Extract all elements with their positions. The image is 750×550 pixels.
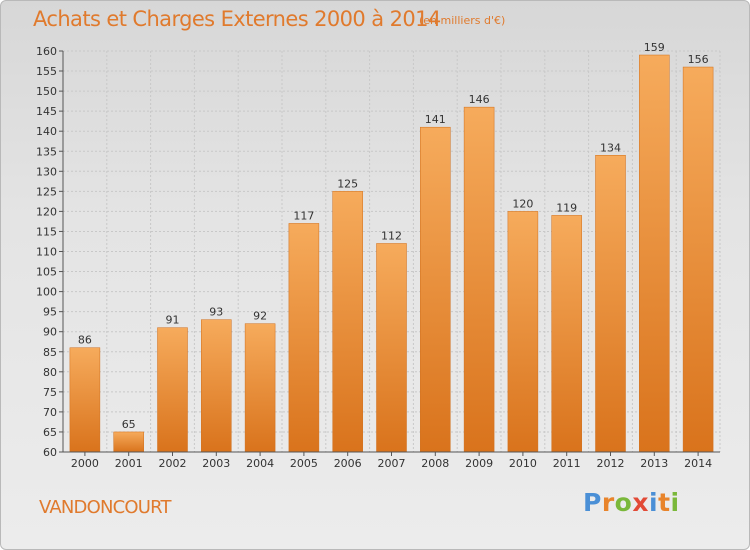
- x-tick-label: 2009: [465, 457, 493, 470]
- bar-2008: [420, 126, 451, 453]
- value-label: 141: [425, 113, 446, 126]
- chart-subtitle: (en milliers d'€): [419, 14, 506, 27]
- brand-letter: o: [614, 488, 633, 517]
- proxiti-logo: Proxiti: [583, 488, 680, 517]
- value-label: 156: [688, 53, 709, 66]
- value-label: 119: [556, 201, 577, 214]
- y-tick-label: 150: [36, 85, 57, 98]
- x-tick-label: 2008: [421, 457, 449, 470]
- bar-2012: [595, 155, 626, 453]
- value-label: 117: [293, 209, 314, 222]
- y-tick-label: 155: [36, 65, 57, 78]
- y-tick-label: 75: [43, 386, 57, 399]
- brand-letter: i: [670, 488, 680, 517]
- value-label: 91: [166, 314, 180, 327]
- brand-letter: r: [601, 488, 615, 517]
- value-label: 92: [253, 310, 267, 323]
- value-label: 112: [381, 229, 402, 242]
- value-label: 125: [337, 177, 358, 190]
- y-tick-label: 120: [36, 205, 57, 218]
- value-label: 146: [469, 93, 490, 106]
- y-tick-label: 80: [43, 366, 57, 379]
- brand-letter: i: [649, 488, 659, 517]
- bar-2013: [639, 54, 670, 453]
- bar-2010: [507, 211, 539, 453]
- y-tick-label: 85: [43, 346, 57, 359]
- brand-letter: x: [632, 488, 649, 517]
- bar-2009: [463, 106, 495, 453]
- y-tick-label: 140: [36, 125, 57, 138]
- x-tick-label: 2003: [202, 457, 230, 470]
- bar-2011: [551, 215, 582, 453]
- x-tick-label: 2013: [640, 457, 668, 470]
- value-label: 93: [209, 306, 223, 319]
- x-tick-label: 2012: [597, 457, 625, 470]
- y-tick-label: 65: [43, 426, 57, 439]
- y-tick-label: 160: [36, 45, 57, 58]
- x-tick-label: 2006: [334, 457, 362, 470]
- y-tick-label: 100: [36, 286, 57, 299]
- bar-2006: [332, 191, 363, 453]
- y-tick-label: 135: [36, 145, 57, 158]
- chart-title: Achats et Charges Externes 2000 à 2014: [33, 7, 441, 31]
- bars: 86 65 91 93 92 117 125 112 141 146 120 119 134 159 156: [69, 41, 714, 453]
- bar-2002: [157, 327, 188, 453]
- bar-2007: [376, 243, 407, 453]
- y-tick-label: 110: [36, 246, 57, 259]
- bar-2004: [244, 323, 276, 453]
- y-tick-label: 90: [43, 326, 57, 339]
- bar-2001: [113, 431, 144, 453]
- value-label: 86: [78, 334, 92, 347]
- y-tick-label: 125: [36, 185, 57, 198]
- value-label: 134: [600, 141, 621, 154]
- x-tick-label: 2007: [378, 457, 406, 470]
- bar-2000: [69, 347, 101, 453]
- value-label: 159: [644, 41, 665, 54]
- x-tick-label: 2004: [246, 457, 274, 470]
- bar-2014: [682, 66, 714, 453]
- x-tick-label: 2000: [71, 457, 99, 470]
- axes: 60 65 70 75 80 85 90 95 100 105 110 115 120 125 130 135…: [36, 45, 720, 470]
- brand-letter: P: [583, 488, 602, 517]
- y-tick-label: 130: [36, 165, 57, 178]
- place-name: VANDONCOURT: [39, 497, 172, 518]
- brand-letter: t: [658, 488, 671, 517]
- x-tick-label: 2014: [684, 457, 712, 470]
- y-tick-label: 145: [36, 105, 57, 118]
- x-tick-label: 2010: [509, 457, 537, 470]
- x-tick-label: 2011: [553, 457, 581, 470]
- x-tick-label: 2001: [115, 457, 143, 470]
- y-tick-label: 105: [36, 266, 57, 279]
- y-tick-label: 95: [43, 306, 57, 319]
- value-label: 65: [122, 418, 136, 431]
- bar-2005: [288, 223, 320, 453]
- x-tick-label: 2005: [290, 457, 318, 470]
- y-tick-label: 115: [36, 225, 57, 238]
- bar-2003: [201, 319, 232, 453]
- y-tick-label: 70: [43, 406, 57, 419]
- value-label: 120: [512, 197, 533, 210]
- x-tick-label: 2002: [159, 457, 187, 470]
- y-tick-label: 60: [43, 446, 57, 459]
